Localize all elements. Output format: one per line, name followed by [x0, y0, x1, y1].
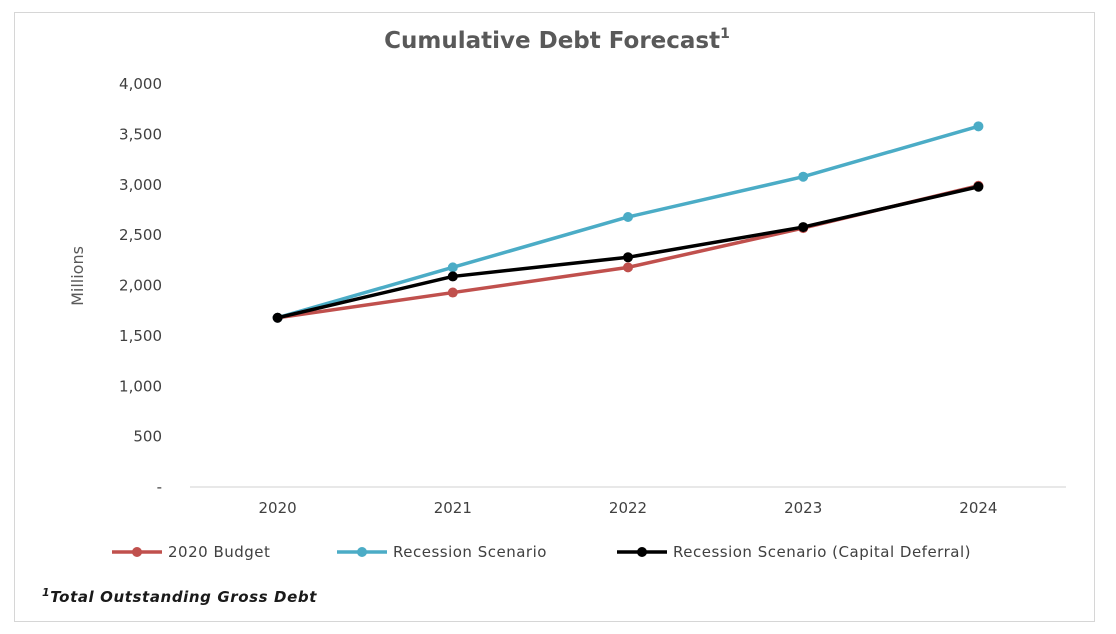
y-tick-label: 3,000	[119, 176, 162, 194]
y-axis-label: Millions	[68, 246, 87, 306]
data-point	[623, 262, 633, 273]
y-tick-label: -	[157, 478, 162, 496]
legend-item: Recession Scenario (Capital Deferral)	[617, 543, 971, 561]
y-tick-label: 1,500	[119, 327, 162, 345]
data-point	[798, 171, 809, 182]
legend: 2020 Budget Recession Scenario Recession S…	[112, 543, 971, 561]
chart-title-superscript: 1	[720, 26, 730, 42]
legend-label: Recession Scenario (Capital Deferral)	[673, 543, 971, 561]
legend-label: Recession Scenario	[393, 543, 547, 561]
series-layer	[272, 121, 984, 323]
chart-title: Cumulative Debt Forecast1	[384, 26, 730, 54]
series-3	[272, 181, 984, 323]
footnote-text: Total Outstanding Gross Debt	[50, 588, 317, 606]
data-point	[447, 287, 458, 298]
data-point	[272, 312, 283, 323]
footnote: 1Total Outstanding Gross Debt	[42, 586, 317, 606]
data-point	[447, 262, 458, 273]
data-point	[447, 271, 458, 282]
data-point	[973, 181, 984, 192]
series-1	[272, 180, 984, 323]
series-line	[277, 185, 979, 320]
data-point	[623, 211, 633, 222]
series-line	[277, 124, 979, 320]
x-axis-ticks: 2020 2021 2022 2023 2024	[259, 499, 998, 517]
y-axis-ticks: - 500 1,000 1,500 2,000 2,500 3,000 3,500 4,000	[119, 75, 162, 496]
legend-item: Recession Scenario	[337, 543, 547, 561]
x-tick-label: 2020	[259, 499, 297, 517]
data-point	[623, 252, 633, 263]
x-tick-label: 2024	[959, 499, 997, 517]
y-tick-label: 3,500	[119, 125, 162, 143]
chart-frame	[14, 12, 1095, 622]
x-tick-label: 2023	[784, 499, 822, 517]
x-tick-label: 2021	[434, 499, 472, 517]
y-tick-label: 1,000	[119, 377, 162, 395]
y-tick-label: 500	[133, 428, 162, 446]
chart-title-text: Cumulative Debt Forecast	[384, 28, 720, 54]
series-line	[277, 184, 979, 320]
x-tick-label: 2022	[609, 499, 647, 517]
legend-swatch-marker	[357, 547, 367, 557]
footnote-marker: 1	[42, 586, 50, 599]
series-2	[272, 121, 984, 323]
y-tick-label: 2,500	[119, 226, 162, 244]
data-point	[798, 222, 809, 233]
legend-label: 2020 Budget	[168, 543, 270, 561]
data-point	[973, 121, 984, 132]
legend-swatch-marker	[637, 547, 647, 557]
y-tick-label: 4,000	[119, 75, 162, 93]
legend-item: 2020 Budget	[112, 543, 270, 561]
legend-swatch-marker	[132, 547, 142, 557]
y-tick-label: 2,000	[119, 277, 162, 295]
